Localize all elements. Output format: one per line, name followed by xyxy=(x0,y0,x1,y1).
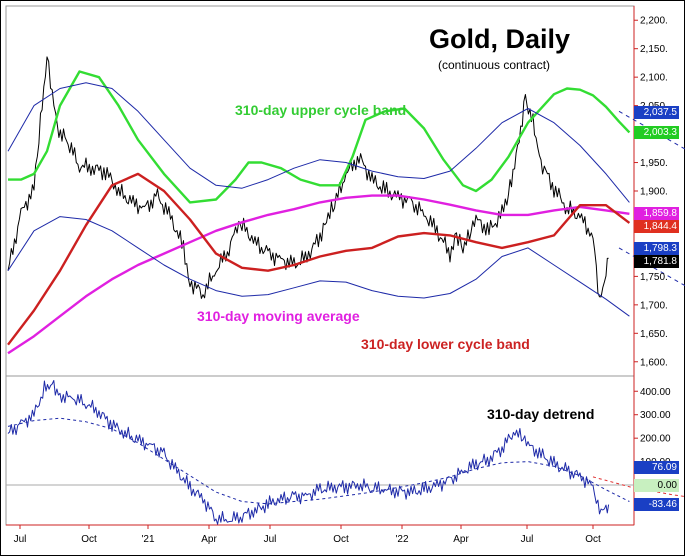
price-tick-label: 1,700. xyxy=(640,300,668,311)
series-detrend xyxy=(7,380,610,525)
series-price xyxy=(7,56,609,299)
time-tick-label: Apr xyxy=(453,534,469,545)
detrend-tick-label: 300.00 xyxy=(640,410,671,421)
time-tick-label: Oct xyxy=(333,534,349,545)
detrend-tick-label: 400.00 xyxy=(640,387,671,398)
time-tick-label: Oct xyxy=(81,534,97,545)
time-axis: Jul Oct '21 Apr Jul Oct '22 Apr Jul Oct xyxy=(14,525,601,545)
value-box: 76.09 xyxy=(634,460,679,474)
price-tick-label: 2,100. xyxy=(640,73,668,84)
value-box: 1,859.8 xyxy=(634,207,679,221)
detrend-tick-label: 200.00 xyxy=(640,434,671,445)
time-tick-label: '21 xyxy=(141,534,154,545)
chart-subtitle: (continuous contract) xyxy=(438,58,551,72)
value-box: 1,781.8 xyxy=(634,255,679,269)
series-310-day-lower-cycle-band xyxy=(7,172,631,346)
moving-average-label: 310-day moving average xyxy=(197,308,360,324)
time-tick-label: Jul xyxy=(521,534,534,545)
value-box: -83.46 xyxy=(634,498,679,512)
price-tick-label: 1,650. xyxy=(640,329,668,340)
series-outer-cycle-band-lower- xyxy=(7,216,630,317)
price-tick-label: 1,900. xyxy=(640,187,668,198)
value-box: 1,844.4 xyxy=(634,220,679,234)
price-tick-label: 2,150. xyxy=(640,44,668,55)
time-tick-label: Apr xyxy=(201,534,217,545)
detrend-panel xyxy=(7,380,685,525)
lower-band-label: 310-day lower cycle band xyxy=(361,336,530,352)
upper-band-label: 310-day upper cycle band xyxy=(235,102,407,118)
price-tick-label: 1,950. xyxy=(640,158,668,169)
time-tick-label: Jul xyxy=(14,534,27,545)
series-310-day-moving-average xyxy=(7,194,630,355)
value-box: 2,037.5 xyxy=(634,106,679,120)
series-310-day-upper-cycle-band xyxy=(8,70,631,204)
time-tick-label: Jul xyxy=(264,534,277,545)
price-panel xyxy=(7,56,685,355)
time-tick-label: Oct xyxy=(585,534,601,545)
value-box: 2,003.3 xyxy=(634,125,679,139)
series-outer-cycle-band-upper- xyxy=(7,82,630,203)
value-box: 0.00 xyxy=(634,478,679,492)
time-tick-label: '22 xyxy=(395,534,408,545)
chart-title: Gold, Daily xyxy=(429,24,571,54)
price-tick-label: 2,200. xyxy=(640,16,668,27)
series-detrend-projection xyxy=(592,476,685,498)
price-tick-label: 1,750. xyxy=(640,272,668,283)
price-tick-label: 1,600. xyxy=(640,357,668,368)
value-box: 1,798.3 xyxy=(634,242,679,256)
detrend-label: 310-day detrend xyxy=(487,406,595,422)
